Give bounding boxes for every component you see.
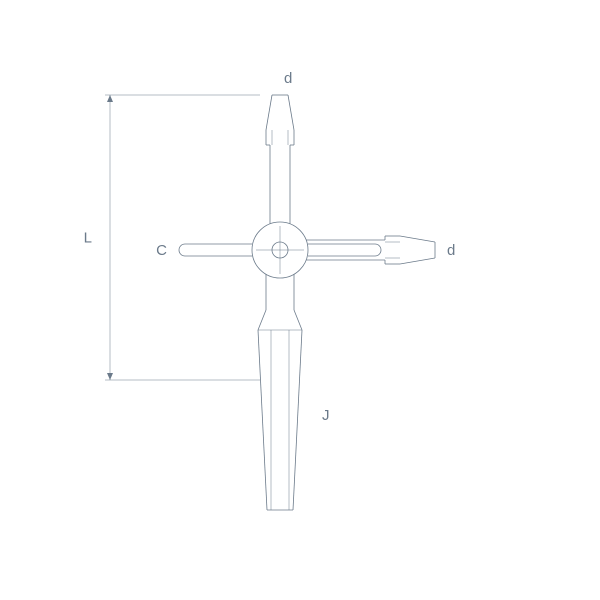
label-L: L: [84, 230, 92, 247]
label-J: J: [322, 407, 330, 424]
label-C: C: [156, 242, 167, 259]
label-d_right: d: [447, 242, 455, 259]
label-d_top: d: [284, 70, 292, 87]
